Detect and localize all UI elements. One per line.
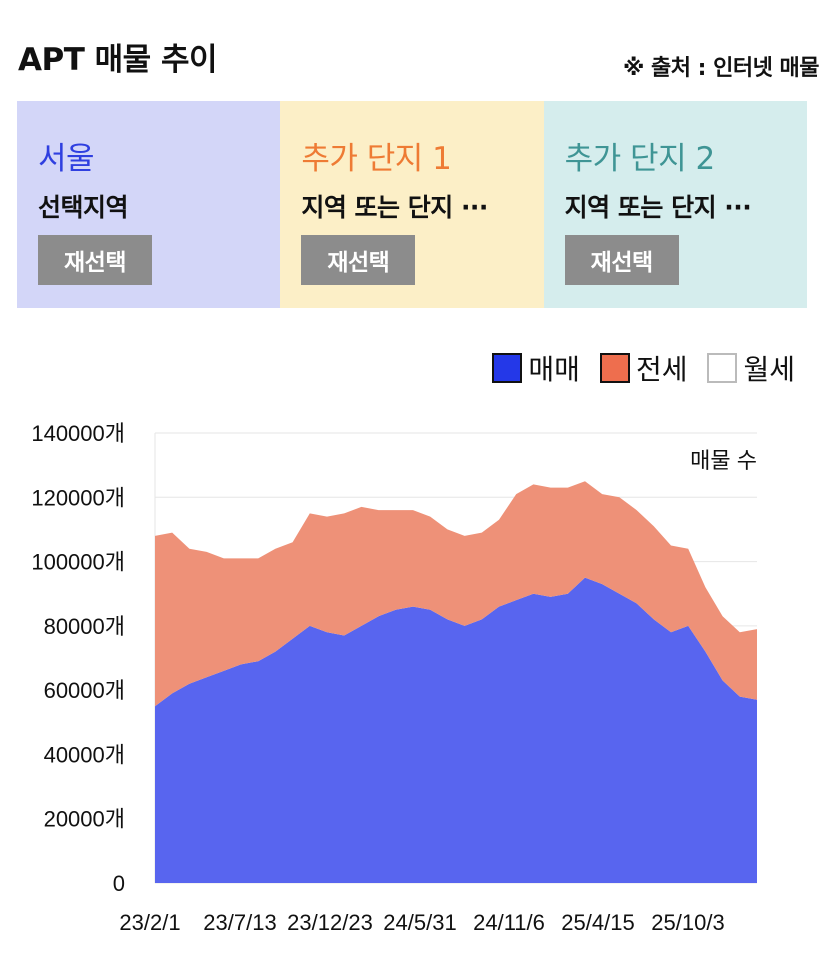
- panel-name: 추가 단지 1: [301, 141, 452, 177]
- legend-label: 월세: [743, 353, 795, 386]
- selection-panels: 서울 선택지역 재선택 추가 단지 1 지역 또는 단지 ··· 재선택 추가 …: [17, 101, 807, 308]
- legend-label: 전세: [635, 353, 688, 386]
- source-note: ※ 출처 : 인터넷 매물: [622, 56, 820, 81]
- legend-label: 매매: [528, 353, 580, 386]
- legend-swatch-jeonse: [599, 353, 630, 383]
- panel-seoul: 서울 선택지역 재선택: [17, 101, 281, 308]
- x-tick-label: 24/11/6: [473, 910, 545, 935]
- reselect-button[interactable]: 재선택: [38, 235, 152, 285]
- y-tick-label: 20000개: [44, 807, 125, 832]
- y-tick-label: 100000개: [31, 550, 125, 575]
- legend-item-monthly[interactable]: 월세: [707, 348, 795, 388]
- x-tick-label: 24/5/31: [383, 910, 456, 935]
- y-tick-label: 40000개: [44, 742, 125, 767]
- series-area-매매: [155, 577, 757, 883]
- legend-item-sale[interactable]: 매매: [492, 348, 580, 388]
- y-tick-label: 120000개: [31, 485, 125, 510]
- legend-item-jeonse[interactable]: 전세: [599, 348, 688, 388]
- reselect-button[interactable]: 재선택: [564, 235, 679, 285]
- y-tick-label: 140000개: [31, 421, 125, 446]
- panel-extra-1: 추가 단지 1 지역 또는 단지 ··· 재선택: [280, 101, 544, 308]
- series-area-전세: [155, 481, 757, 707]
- x-tick-label: 23/12/23: [287, 910, 373, 935]
- x-tick-label: 25/10/3: [651, 910, 724, 935]
- panel-name: 추가 단지 2: [564, 141, 716, 177]
- y-tick-label: 60000개: [44, 678, 125, 703]
- legend-swatch-monthly: [707, 353, 738, 383]
- panel-extra-2: 추가 단지 2 지역 또는 단지 ··· 재선택: [543, 101, 807, 308]
- x-tick-label: 23/7/13: [203, 910, 276, 935]
- chart-legend: 매매 전세 월세: [480, 348, 795, 388]
- x-tick-label: 25/4/15: [561, 910, 634, 935]
- legend-swatch-sale: [492, 353, 523, 383]
- y-tick-label: 0: [113, 871, 125, 896]
- panel-name: 서울: [38, 141, 95, 177]
- x-tick-label: 23/2/1: [119, 910, 180, 935]
- y-tick-label: 80000개: [44, 614, 125, 639]
- page-title: APT 매물 추이: [18, 42, 218, 78]
- reselect-button[interactable]: 재선택: [301, 235, 416, 285]
- chart-annotation: 매물 수: [690, 448, 757, 473]
